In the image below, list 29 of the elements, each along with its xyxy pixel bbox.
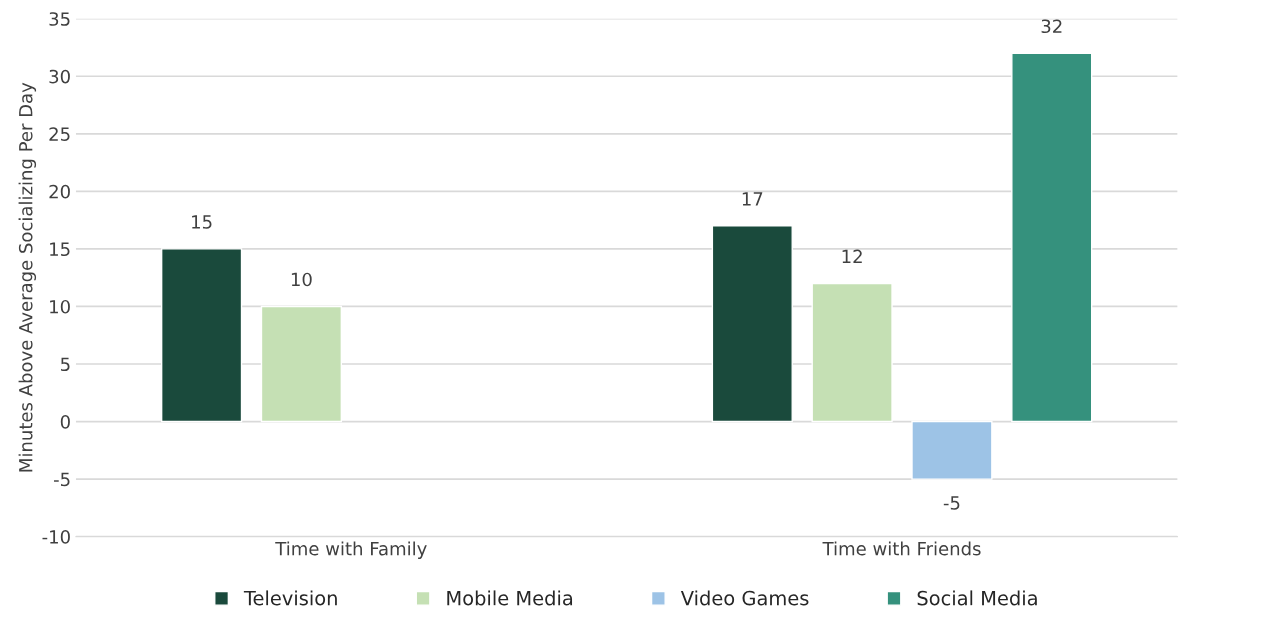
x-tick-label: Time with Family	[275, 541, 427, 559]
y-tick-label: 35	[49, 12, 70, 26]
legend-label: Television	[243, 590, 337, 606]
data-label: 32	[1041, 19, 1062, 34]
y-tick-label: 20	[49, 184, 70, 199]
y-tick-label: 0	[60, 415, 70, 429]
bar	[1011, 52, 1093, 423]
bar	[911, 420, 993, 480]
data-label: 17	[742, 192, 763, 206]
data-label: -5	[943, 496, 960, 510]
bar	[711, 225, 793, 423]
y-tick-label: -5	[53, 472, 70, 487]
y-tick-label: -10	[42, 530, 70, 544]
y-tick-label: 5	[61, 357, 70, 372]
data-label: 15	[192, 215, 212, 229]
y-tick-label: 25	[49, 127, 70, 141]
data-label: 12	[842, 249, 862, 264]
y-tick-label: 30	[49, 69, 70, 84]
legend-label: Mobile Media	[447, 590, 573, 606]
legend-label: Video Games	[680, 590, 809, 606]
y-axis-title: Minutes Above Average Socializing Per Day	[18, 82, 37, 472]
bar	[160, 248, 243, 423]
x-tick-label: Time with Friends	[822, 541, 981, 556]
y-tick-label: 15	[50, 242, 70, 257]
y-tick-label: 10	[50, 299, 70, 314]
bar	[811, 282, 893, 423]
legend-label: Social Media	[917, 590, 1037, 606]
bar	[260, 305, 343, 423]
data-label: 10	[291, 272, 312, 287]
